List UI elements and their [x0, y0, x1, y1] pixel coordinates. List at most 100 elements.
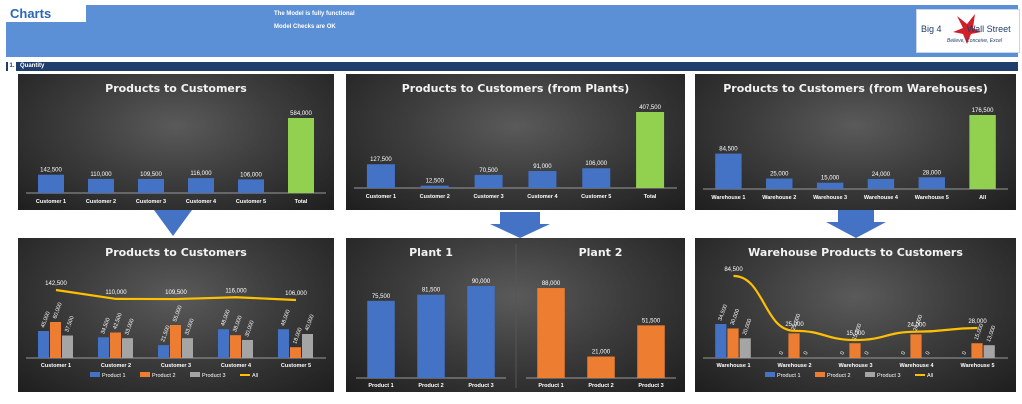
line-data-label: 84,500: [724, 267, 743, 273]
data-label: 28,000: [923, 170, 942, 176]
category-label: Warehouse 2: [762, 195, 796, 201]
bar: [715, 153, 742, 189]
arrow-down-icon: [490, 212, 550, 238]
category-label: Customer 2: [420, 194, 450, 200]
line-data-label: 106,000: [285, 291, 307, 297]
data-label: 81,500: [422, 288, 441, 294]
category-label: Customer 3: [136, 199, 166, 205]
chart-products-to-customers: Products to Customers 142,500 Customer 1 1…: [18, 74, 334, 210]
legend-label: All: [252, 373, 258, 379]
data-label: 110,000: [90, 172, 112, 178]
chart-title: Warehouse Products to Customers: [748, 246, 963, 259]
data-label: 21,000: [592, 350, 611, 356]
data-label: 91,000: [533, 164, 552, 170]
data-label: 0: [779, 351, 786, 356]
bar: [238, 179, 264, 193]
data-label: 0: [962, 351, 969, 356]
bar: [367, 300, 395, 378]
category-label: Warehouse 5: [960, 363, 994, 369]
bar: [971, 343, 983, 358]
data-label: 109,500: [140, 172, 162, 178]
bar: [158, 345, 169, 358]
data-label: 75,500: [372, 294, 391, 300]
chart-title: Products to Customers: [105, 246, 247, 259]
bar: [182, 338, 193, 358]
section-label: Quantity: [20, 63, 45, 69]
legend-label: Product 2: [827, 373, 851, 379]
logo-text-big4: Big 4: [921, 24, 942, 34]
category-label: Warehouse 4: [899, 363, 934, 369]
data-label: 37,500: [64, 315, 75, 333]
data-label: 25,000: [791, 313, 802, 331]
bar: [867, 178, 895, 189]
model-checks-message: Model Checks are OK: [274, 24, 336, 30]
bar: [727, 328, 739, 358]
bar: [88, 178, 114, 193]
header-bar: Charts The Model is fully functional Mod…: [6, 5, 1020, 57]
data-label: 106,000: [585, 161, 607, 167]
line-data-label: 24,000: [907, 323, 926, 329]
data-label: 0: [925, 351, 932, 356]
arrow-down-icon: [826, 210, 886, 238]
bar: [715, 324, 727, 358]
legend-swatch: [865, 372, 875, 377]
section-number: 1.: [8, 62, 16, 71]
data-label: 33,000: [184, 318, 195, 336]
category-label: Customer 1: [366, 194, 396, 200]
line-data-label: 116,000: [225, 288, 247, 294]
line-data-label: 25,000: [785, 322, 804, 328]
bar: [122, 338, 133, 358]
chart-title: Products to Customers: [105, 82, 247, 95]
data-label: 24,000: [872, 172, 891, 178]
category-label: Product 1: [538, 383, 563, 389]
category-label: Product 2: [418, 383, 443, 389]
data-label: 0: [864, 351, 871, 356]
bar: [636, 112, 665, 188]
data-label: 25,000: [770, 172, 789, 178]
bar: [302, 334, 313, 358]
chart-title: Products to Customers (from Plants): [401, 82, 630, 95]
data-label: 55,000: [172, 305, 183, 323]
data-label: 38,000: [232, 315, 243, 333]
legend-swatch: [190, 372, 200, 377]
category-label: Customer 1: [41, 363, 71, 369]
data-label: 42,500: [112, 312, 123, 330]
category-label: Customer 4: [221, 363, 252, 369]
bar: [528, 171, 557, 188]
legend-swatch: [765, 372, 775, 377]
category-label: Warehouse 4: [864, 195, 899, 201]
legend-label: Product 2: [152, 373, 176, 379]
bar: [170, 325, 181, 358]
bar: [637, 325, 665, 378]
legend-swatch: [90, 372, 100, 377]
data-label: 34,500: [100, 317, 111, 335]
bar: [816, 182, 844, 189]
data-label: 13,000: [986, 325, 997, 343]
bar: [278, 329, 289, 358]
bar: [110, 332, 121, 358]
bar: [38, 331, 49, 358]
data-label: 0: [901, 351, 908, 356]
logo-text-wall-street: Wall Street: [967, 24, 1011, 34]
category-label: Product 3: [638, 383, 663, 389]
data-label: 30,000: [244, 320, 255, 338]
chart-title: Products to Customers (from Warehouses): [723, 82, 988, 95]
line-data-label: 15,000: [846, 331, 865, 337]
bar: [918, 177, 945, 189]
bar: [537, 288, 565, 378]
data-label: 15,000: [821, 176, 840, 182]
category-label: Product 3: [468, 383, 493, 389]
category-label: Customer 5: [581, 194, 611, 200]
bar: [969, 115, 996, 189]
data-label: 0: [840, 351, 847, 356]
bar: [218, 329, 229, 358]
data-label: 12,500: [426, 179, 445, 185]
bar: [98, 337, 109, 358]
legend-label: Product 1: [777, 373, 801, 379]
arrow-down-icon: [154, 210, 192, 236]
data-label: 60,000: [52, 302, 63, 320]
category-label: Customer 2: [101, 363, 131, 369]
category-label: Customer 4: [186, 199, 217, 205]
legend-label: Product 1: [102, 373, 126, 379]
bar: [38, 174, 64, 193]
